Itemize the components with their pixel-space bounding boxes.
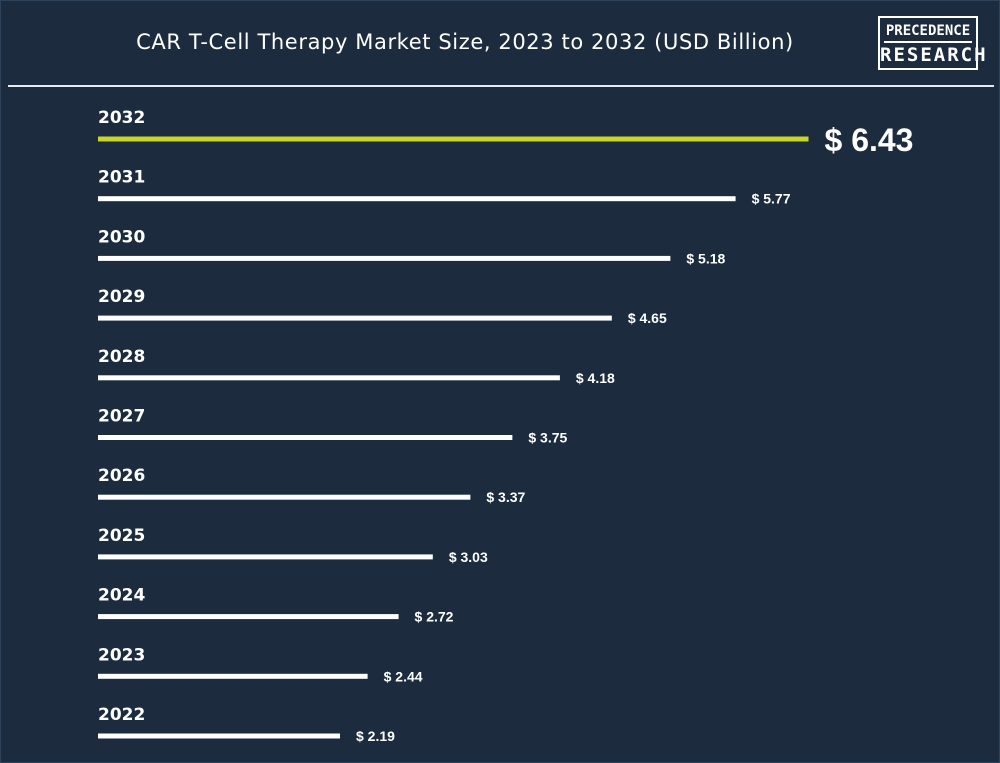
year-label-2028: 2028 — [98, 347, 145, 367]
year-label-2031: 2031 — [98, 168, 145, 188]
value-label-2029: $ 4.65 — [628, 310, 667, 326]
chart-title: CAR T-Cell Therapy Market Size, 2023 to … — [136, 30, 794, 54]
bar-2030 — [98, 255, 671, 261]
logo-line-1: PRECEDENCE — [884, 21, 972, 43]
value-label-2031: $ 5.77 — [752, 191, 791, 207]
value-label-2023: $ 2.44 — [384, 668, 423, 684]
bar-2027 — [98, 435, 513, 440]
year-label-2030: 2030 — [98, 227, 145, 247]
bar-2028 — [98, 375, 560, 381]
value-label-2025: $ 3.03 — [449, 549, 488, 565]
value-label-2026: $ 3.37 — [486, 489, 525, 505]
bar-2023 — [98, 673, 368, 679]
header-divider — [8, 85, 994, 87]
precedence-research-logo: PRECEDENCE RESEARCH — [878, 16, 988, 70]
value-label-2028: $ 4.18 — [576, 370, 615, 386]
bar-2032 — [98, 136, 809, 142]
bar-2025 — [98, 554, 433, 560]
logo-line-2: RESEARCH — [880, 44, 988, 66]
year-label-2032: 2032 — [98, 108, 145, 128]
year-label-2024: 2024 — [98, 586, 145, 606]
value-label-2024: $ 2.72 — [415, 609, 454, 625]
bar-2031 — [98, 196, 736, 202]
year-label-2027: 2027 — [98, 407, 145, 427]
year-label-2023: 2023 — [98, 645, 145, 665]
year-label-2029: 2029 — [98, 287, 145, 307]
value-label-2030: $ 5.18 — [686, 250, 725, 266]
bar-2026 — [98, 494, 471, 500]
bar-2022 — [98, 733, 340, 739]
value-label-2032: $ 6.43 — [825, 122, 914, 158]
year-label-2026: 2026 — [98, 466, 145, 486]
value-label-2027: $ 3.75 — [528, 430, 567, 446]
year-label-2025: 2025 — [98, 526, 145, 546]
bar-2029 — [98, 315, 612, 321]
value-label-2022: $ 2.19 — [356, 728, 395, 744]
bar-2024 — [98, 614, 399, 620]
year-label-2022: 2022 — [98, 705, 145, 725]
